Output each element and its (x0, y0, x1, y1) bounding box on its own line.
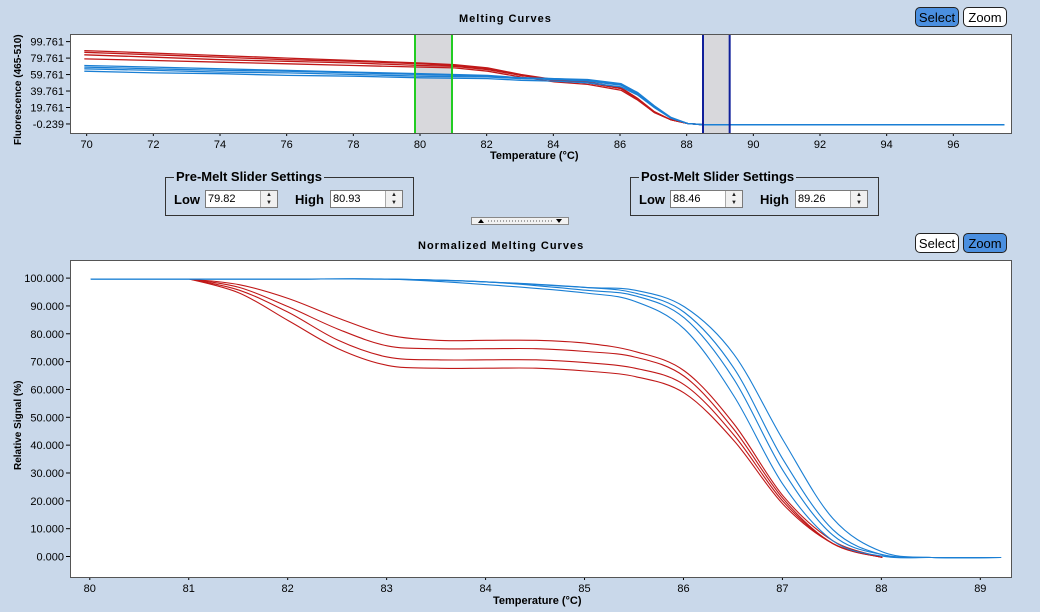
pre-melt-high-input[interactable] (331, 191, 387, 207)
pre-melt-region (415, 35, 452, 133)
top-zoom-button[interactable]: Zoom (963, 7, 1007, 27)
top-y-tick-label: 39.761 (30, 86, 64, 98)
bottom-y-tick-label: 70.000 (30, 357, 64, 369)
pre-melt-low-down-icon[interactable]: ▼ (266, 200, 272, 206)
bottom-y-tick-label: 50.000 (30, 412, 64, 424)
post-melt-high-label: High (760, 192, 789, 207)
melting-curves-plot[interactable] (70, 34, 1012, 134)
bottom-y-tick-label: 100.000 (24, 273, 64, 285)
top-x-tick-label: 84 (547, 139, 559, 151)
bottom-x-tick-label: 81 (183, 583, 195, 595)
bottom-series-red-0 (189, 278, 883, 559)
bottom-series-blue-4 (90, 278, 1002, 559)
bottom-x-tick-label: 84 (479, 583, 491, 595)
pre-melt-high-down-icon[interactable]: ▼ (391, 200, 397, 206)
bottom-y-tick-label: 10.000 (30, 524, 64, 536)
pre-melt-low-spinner[interactable]: ▲ ▼ (205, 190, 278, 208)
post-melt-high-input[interactable] (796, 191, 852, 207)
bottom-select-button[interactable]: Select (915, 233, 959, 253)
pre-melt-low-up-icon[interactable]: ▲ (266, 192, 272, 198)
panel-splitter-handle[interactable] (471, 217, 569, 225)
normalized-curves-plot[interactable] (70, 260, 1012, 578)
post-melt-high-up-icon[interactable]: ▲ (856, 192, 862, 198)
top-x-tick-label: 90 (747, 139, 759, 151)
bottom-x-tick-label: 87 (776, 583, 788, 595)
bottom-series-red-2 (189, 278, 883, 559)
top-x-tick-label: 94 (881, 139, 893, 151)
top-x-tick-label: 78 (347, 139, 359, 151)
post-melt-region (703, 35, 730, 133)
bottom-series-blue-6 (90, 278, 1002, 559)
bottom-x-tick-label: 83 (381, 583, 393, 595)
post-melt-slider-settings: Post-Melt Slider Settings Low ▲ ▼ High ▲… (630, 169, 879, 216)
bottom-y-tick-label: 90.000 (30, 301, 64, 313)
bottom-y-tick-label: 0.000 (36, 552, 64, 564)
top-x-tick-label: 96 (947, 139, 959, 151)
top-x-tick-label: 82 (481, 139, 493, 151)
bottom-series-red-1 (189, 278, 883, 559)
top-x-tick-label: 74 (214, 139, 226, 151)
top-x-tick-label: 76 (281, 139, 293, 151)
bottom-x-tick-label: 86 (677, 583, 689, 595)
top-axes: 99.761 79.761 59.761 39.761 19.761 -0.239 70 72… (30, 37, 959, 151)
bottom-zoom-button[interactable]: Zoom (963, 233, 1007, 253)
bottom-y-tick-label: 30.000 (30, 468, 64, 480)
post-melt-low-input[interactable] (671, 191, 727, 207)
bottom-y-tick-label: 40.000 (30, 440, 64, 452)
bottom-y-tick-label: 80.000 (30, 329, 64, 341)
post-melt-legend: Post-Melt Slider Settings (639, 169, 797, 184)
splitter-up-arrow-icon (478, 219, 484, 223)
pre-melt-slider-settings: Pre-Melt Slider Settings Low ▲ ▼ High ▲ … (165, 169, 414, 216)
bottom-x-tick-label: 88 (875, 583, 887, 595)
bottom-x-tick-label: 89 (974, 583, 986, 595)
bottom-series-blue-5 (90, 278, 1002, 559)
post-melt-high-spinner[interactable]: ▲ ▼ (795, 190, 868, 208)
post-melt-low-label: Low (639, 192, 665, 207)
post-melt-high-down-icon[interactable]: ▼ (856, 200, 862, 206)
splitter-down-arrow-icon (556, 219, 562, 223)
bottom-x-tick-label: 80 (84, 583, 96, 595)
top-y-tick-label: 59.761 (30, 70, 64, 82)
post-melt-low-down-icon[interactable]: ▼ (731, 200, 737, 206)
top-x-tick-label: 92 (814, 139, 826, 151)
pre-melt-high-up-icon[interactable]: ▲ (391, 192, 397, 198)
top-select-button[interactable]: Select (915, 7, 959, 27)
top-x-tick-label: 72 (147, 139, 159, 151)
bottom-x-tick-label: 82 (282, 583, 294, 595)
top-x-tick-label: 70 (81, 139, 93, 151)
post-melt-low-spinner[interactable]: ▲ ▼ (670, 190, 743, 208)
top-x-axis-label: Temperature (°C) (490, 150, 579, 162)
bottom-y-tick-label: 60.000 (30, 384, 64, 396)
top-y-tick-label: -0.239 (33, 119, 64, 131)
pre-melt-high-spinner[interactable]: ▲ ▼ (330, 190, 403, 208)
top-y-tick-label: 79.761 (30, 53, 64, 65)
top-x-tick-label: 88 (681, 139, 693, 151)
bottom-x-tick-label: 85 (578, 583, 590, 595)
pre-melt-legend: Pre-Melt Slider Settings (174, 169, 324, 184)
top-x-tick-label: 80 (414, 139, 426, 151)
normalized-curves-title: Normalized Melting Curves (418, 240, 585, 252)
top-y-tick-label: 99.761 (30, 37, 64, 49)
top-series-blue-7 (84, 66, 1005, 126)
pre-melt-low-label: Low (174, 192, 200, 207)
top-y-tick-label: 19.761 (30, 102, 64, 114)
pre-melt-high-label: High (295, 192, 324, 207)
bottom-series-red-3 (189, 278, 883, 559)
melting-curves-title: Melting Curves (459, 13, 552, 25)
top-x-tick-label: 86 (614, 139, 626, 151)
bottom-x-axis-label: Temperature (°C) (493, 595, 582, 607)
bottom-series-blue-7 (90, 278, 1002, 559)
pre-melt-low-input[interactable] (206, 191, 262, 207)
post-melt-low-up-icon[interactable]: ▲ (731, 192, 737, 198)
bottom-y-tick-label: 20.000 (30, 496, 64, 508)
